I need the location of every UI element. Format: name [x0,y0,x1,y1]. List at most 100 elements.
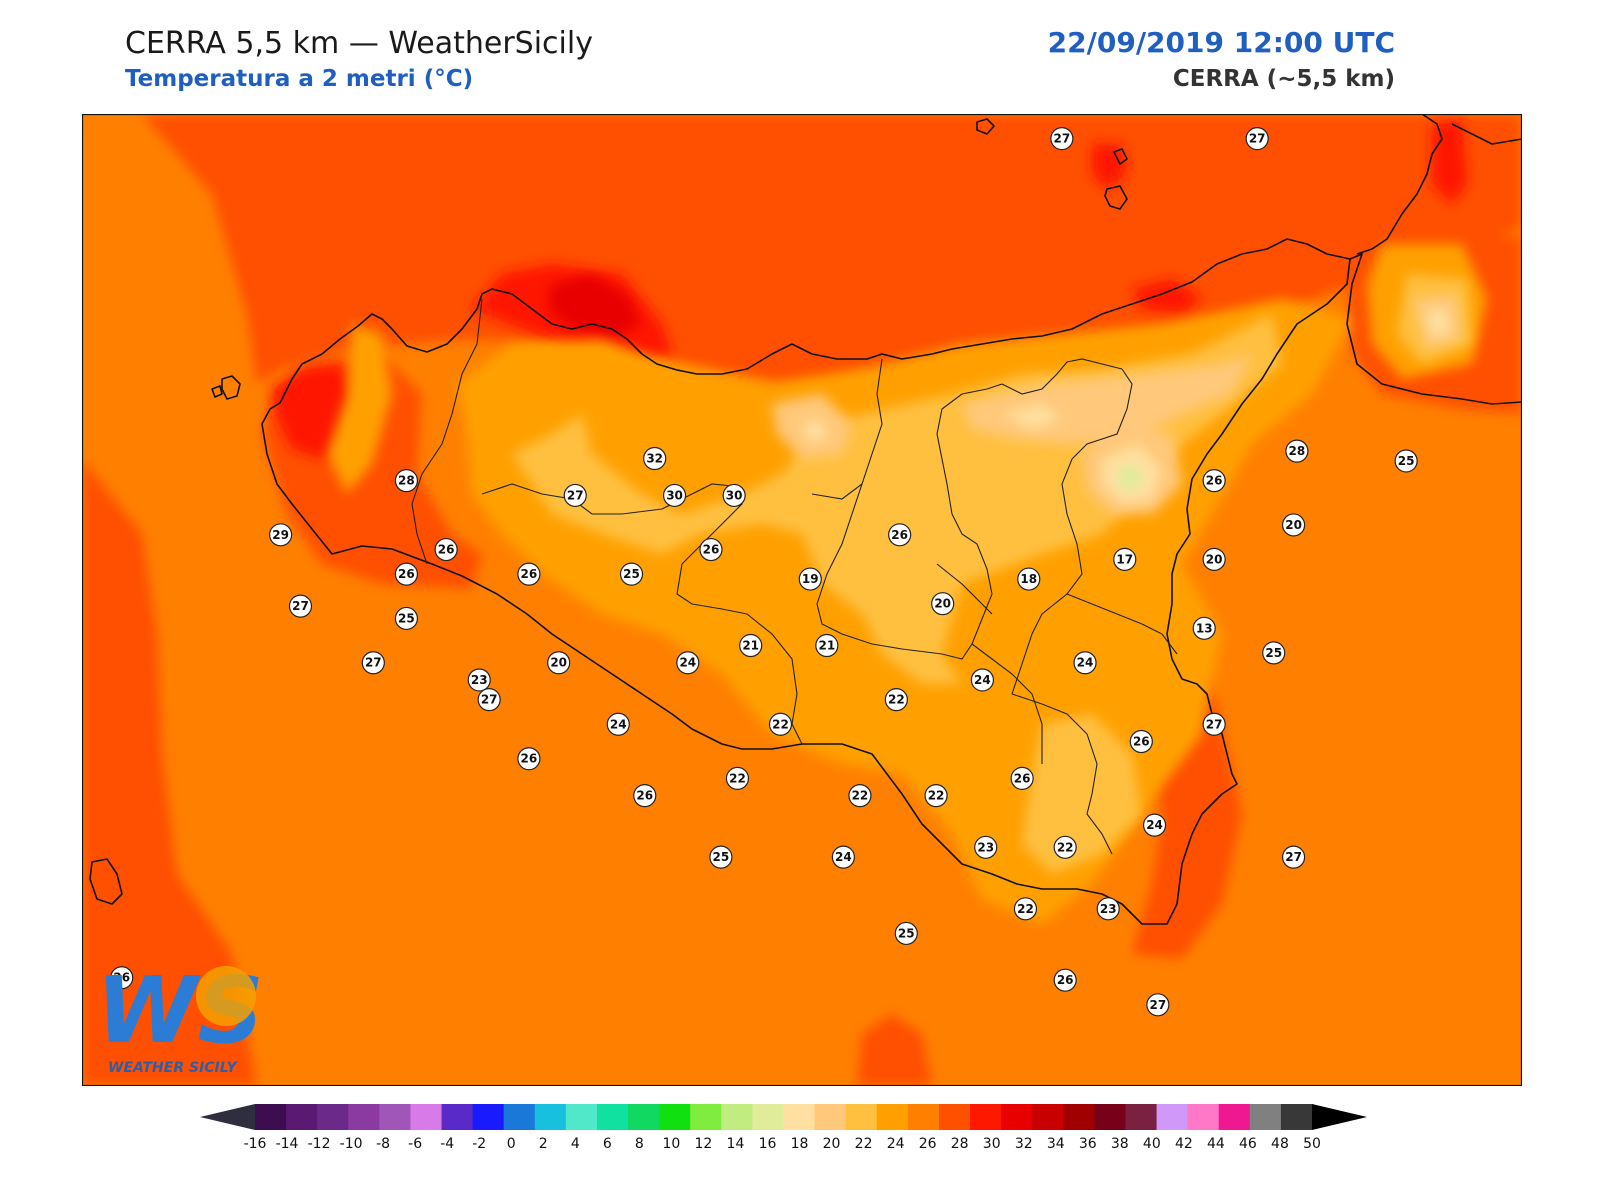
svg-text:23: 23 [977,840,994,854]
colorbar-tick-label: 46 [1239,1136,1257,1152]
colorbar-tick-label: -16 [244,1136,267,1152]
colorbar-tick-label: 14 [727,1136,745,1152]
colorbar-tick-label: -14 [276,1136,299,1152]
colorbar-swatch [1218,1104,1251,1130]
station-label: 20 [547,651,571,675]
svg-text:26: 26 [703,543,720,557]
colorbar-tick-label: 8 [635,1136,644,1152]
station-label: 22 [1053,835,1077,859]
station-label: 27 [563,483,587,508]
station-label: 26 [434,537,458,562]
station-label: 32 [643,446,667,471]
svg-text:26: 26 [438,543,455,557]
station-label: 26 [1010,766,1034,791]
station-label: 22 [848,784,872,808]
colorbar-swatch [1032,1104,1064,1130]
weathersicily-logo: WS WEATHER SICILY [96,957,264,1076]
svg-text:18: 18 [1020,572,1037,586]
station-label: 23 [1096,897,1120,921]
province-borders [411,298,1178,855]
colorbar-swatch [1094,1104,1127,1130]
svg-text:25: 25 [713,850,730,864]
svg-text:22: 22 [852,789,869,803]
station-label: 22 [768,712,793,736]
colorbar-swatch [534,1104,567,1130]
colorbar-swatch [938,1104,971,1130]
svg-text:13: 13 [1196,621,1213,635]
svg-text:22: 22 [1017,902,1034,916]
svg-text:27: 27 [1206,717,1223,731]
colorbar-tick-label: 20 [823,1136,841,1152]
coastline [89,114,1522,925]
station-label: 26 [699,537,723,562]
colorbar-tick-label: 32 [1015,1136,1033,1152]
svg-text:25: 25 [398,611,415,625]
map-title: CERRA 5,5 km — WeatherSicily [125,26,593,61]
colorbar-tick-label: 26 [919,1136,937,1152]
station-label: 30 [662,483,687,508]
svg-text:26: 26 [521,752,538,766]
station-label: 20 [1281,513,1306,537]
colorbar-tick-label: 34 [1047,1136,1065,1152]
svg-text:32: 32 [646,452,663,466]
station-label: 26 [394,562,419,586]
svg-text:25: 25 [898,926,915,940]
station-label: 13 [1192,616,1216,640]
svg-text:23: 23 [471,673,488,687]
station-label: 29 [269,523,293,547]
svg-text:25: 25 [623,567,640,581]
svg-text:27: 27 [1285,850,1302,864]
svg-text:17: 17 [1116,552,1133,566]
svg-text:27: 27 [365,656,382,670]
svg-text:27: 27 [1054,132,1071,146]
station-label: 24 [1142,813,1167,837]
svg-text:30: 30 [666,488,683,502]
colorbar-swatch [970,1104,1002,1130]
svg-text:26: 26 [521,567,538,581]
svg-text:26: 26 [1014,771,1031,785]
svg-text:24: 24 [1077,656,1094,670]
station-label: 25 [1262,641,1286,665]
station-label: 27 [477,688,501,712]
station-label: 27 [1146,993,1170,1017]
colorbar-swatch [1280,1104,1313,1130]
svg-text:26: 26 [891,528,908,542]
svg-text:25: 25 [1265,646,1282,660]
colorbar-swatch [348,1104,380,1130]
svg-text:27: 27 [567,488,584,502]
station-label: 26 [110,966,134,990]
svg-text:21: 21 [818,639,835,653]
valid-datetime: 22/09/2019 12:00 UTC [1047,26,1395,59]
colorbar-swatch [814,1104,847,1130]
station-label: 24 [606,712,630,736]
colorbar-tick-label: 0 [507,1136,516,1152]
svg-text:24: 24 [610,717,627,731]
station-label: 25 [894,921,918,946]
svg-text:20: 20 [1285,518,1302,532]
colorbar-tick-label: 10 [662,1136,680,1152]
station-label: 26 [633,784,657,808]
station-label: 25 [1394,449,1418,473]
svg-text:20: 20 [550,656,567,670]
colorbar-swatch [876,1104,909,1130]
svg-text:24: 24 [974,673,991,687]
colorbar-swatch [845,1104,878,1130]
colorbar-swatch [1249,1104,1282,1130]
station-label: 24 [831,845,855,869]
colorbar-swatch [1125,1104,1158,1130]
station-label: 20 [1202,547,1226,571]
station-label: 26 [1202,469,1226,493]
colorbar-swatch [690,1104,722,1130]
colorbar-tick-label: 44 [1207,1136,1225,1152]
colorbar-swatch [503,1104,536,1130]
colorbar-tick-label: 36 [1079,1136,1097,1152]
colorbar-tick-label: 38 [1111,1136,1129,1152]
colorbar-tick-label: 22 [855,1136,873,1152]
svg-text:29: 29 [272,528,289,542]
colorbar-swatch [628,1104,660,1130]
model-label: CERRA (~5,5 km) [1172,66,1395,92]
colorbar-swatch [596,1104,629,1130]
svg-text:21: 21 [742,639,759,653]
colorbar-swatch [472,1104,505,1130]
colorbar-tick-label: 4 [571,1136,580,1152]
